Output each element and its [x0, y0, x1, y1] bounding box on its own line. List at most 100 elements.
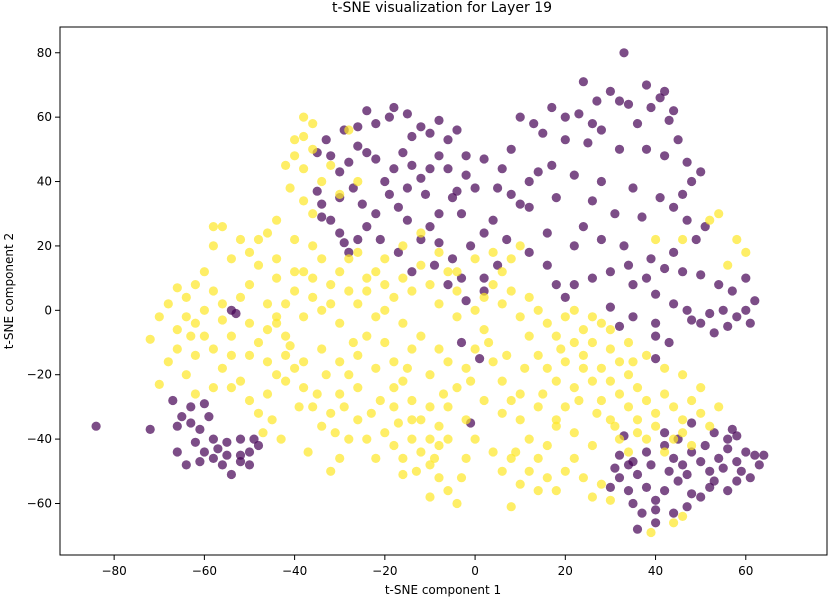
data-point-series-1-293: [628, 357, 638, 367]
data-point-series-0-7: [623, 99, 634, 109]
data-point-series-0-28: [696, 167, 706, 177]
data-point-series-0-107: [344, 157, 354, 167]
data-point-series-0-85: [524, 247, 534, 257]
data-point-series-1-203: [281, 376, 291, 386]
data-point-series-1-37: [253, 337, 264, 348]
data-point-series-1-154: [353, 415, 363, 425]
data-point-series-1-180: [235, 292, 246, 302]
data-point-series-0-34: [569, 170, 579, 180]
data-point-series-0-56: [651, 289, 661, 299]
data-point-series-1-217: [344, 286, 354, 296]
data-point-series-0-62: [741, 305, 751, 315]
data-point-series-1-108: [308, 402, 318, 412]
data-point-series-1-64: [533, 305, 543, 315]
data-point-series-1-17: [272, 273, 282, 283]
data-point-series-0-229: [614, 473, 625, 483]
data-point-series-0-35: [547, 160, 557, 170]
data-point-series-0-23: [583, 138, 593, 148]
data-point-series-1-288: [538, 389, 548, 399]
data-point-series-0-145: [393, 247, 403, 257]
data-point-series-1-215: [308, 273, 318, 283]
data-point-series-1-236: [587, 312, 598, 322]
data-point-series-1-191: [416, 331, 426, 341]
data-point-series-0-167: [443, 280, 453, 290]
data-point-series-1-260: [506, 502, 516, 512]
data-point-series-0-190: [195, 457, 205, 467]
data-point-series-0-219: [732, 476, 742, 486]
data-point-series-0-11: [547, 102, 557, 113]
data-point-series-1-269: [208, 222, 218, 232]
data-point-series-0-221: [705, 482, 715, 492]
data-point-series-1-302: [294, 402, 304, 412]
data-point-series-1-52: [416, 260, 426, 270]
data-point-series-1-118: [398, 376, 408, 386]
data-point-series-0-57: [669, 299, 679, 309]
data-point-series-1-271: [678, 234, 688, 245]
data-point-series-1-126: [470, 344, 480, 354]
data-point-series-0-136: [353, 234, 363, 245]
data-point-series-0-237: [709, 476, 719, 486]
data-point-series-0-118: [425, 128, 435, 138]
data-point-series-1-88: [641, 350, 652, 360]
data-point-series-1-169: [560, 466, 570, 476]
data-point-series-0-137: [344, 247, 354, 257]
data-point-series-0-46: [700, 222, 710, 232]
data-point-series-1-201: [317, 344, 327, 354]
data-point-series-0-131: [402, 215, 412, 225]
data-point-series-0-188: [222, 437, 232, 447]
data-point-series-0-41: [587, 196, 598, 206]
data-point-series-1-195: [425, 370, 435, 380]
data-point-series-0-50: [623, 260, 634, 270]
data-point-series-0-25: [641, 144, 652, 154]
data-point-series-0-17: [596, 125, 607, 135]
data-point-series-0-239: [736, 466, 746, 476]
data-point-series-1-211: [217, 299, 227, 309]
data-point-series-0-189: [208, 434, 218, 444]
data-point-series-0-108: [335, 167, 345, 177]
data-point-series-1-176: [443, 486, 453, 496]
data-point-series-1-219: [380, 254, 390, 264]
data-point-series-0-169: [475, 354, 485, 364]
data-point-series-0-224: [660, 486, 670, 496]
data-point-series-1-265: [353, 176, 363, 187]
data-point-series-1-1: [299, 131, 309, 142]
data-point-series-0-215: [750, 450, 760, 460]
data-point-series-1-130: [506, 395, 516, 406]
data-point-series-1-127: [479, 325, 489, 335]
data-point-series-1-55: [443, 267, 453, 277]
y-tick-label-7: 80: [37, 46, 52, 60]
data-point-series-1-248: [389, 402, 399, 412]
data-point-series-1-105: [281, 350, 291, 360]
data-point-series-1-56: [452, 286, 462, 296]
data-point-series-1-102: [253, 408, 264, 418]
data-point-series-0-205: [660, 440, 670, 451]
data-point-series-1-20: [235, 234, 246, 245]
data-point-series-0-192: [172, 447, 182, 457]
data-point-series-0-235: [682, 502, 692, 512]
data-point-series-0-63: [745, 318, 755, 328]
data-point-series-0-225: [651, 495, 661, 505]
data-point-series-1-226: [497, 299, 507, 309]
data-point-series-1-77: [651, 408, 661, 418]
x-tick-label-0: −80: [101, 564, 126, 578]
data-point-series-1-63: [524, 292, 534, 302]
data-point-series-1-178: [425, 492, 435, 502]
data-point-series-1-231: [542, 363, 552, 373]
data-point-series-0-119: [434, 115, 444, 125]
data-point-series-1-28: [172, 283, 182, 293]
data-point-series-0-115: [384, 112, 394, 122]
data-point-series-1-83: [705, 421, 715, 431]
x-tick-label-6: 40: [648, 564, 663, 578]
data-point-series-1-149: [416, 447, 426, 457]
y-tick-label-4: 20: [37, 239, 52, 253]
data-point-series-1-228: [515, 312, 525, 322]
data-point-series-1-307: [330, 428, 340, 438]
data-point-series-0-110: [321, 135, 331, 145]
data-point-series-0-149: [456, 273, 467, 283]
data-point-series-0-80: [709, 328, 719, 338]
data-point-series-0-254: [727, 424, 737, 434]
data-point-series-0-92: [443, 164, 453, 174]
data-point-series-1-204: [262, 357, 273, 367]
data-point-series-1-97: [208, 383, 218, 393]
data-point-series-1-224: [470, 254, 480, 264]
